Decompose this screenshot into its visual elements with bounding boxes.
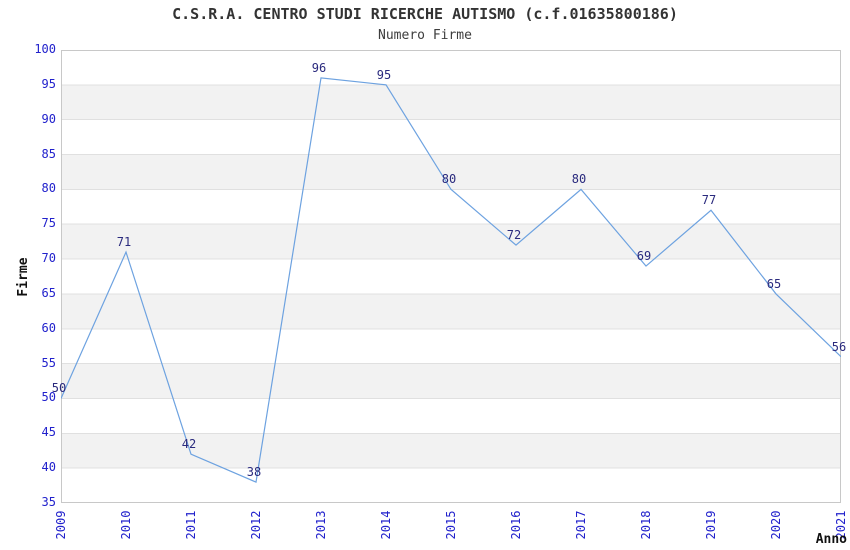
data-label: 65 (766, 276, 782, 291)
data-label: 50 (51, 381, 67, 396)
plot-band (61, 224, 841, 260)
data-label: 38 (246, 465, 262, 480)
plot-band (61, 398, 841, 434)
x-tick-label: 2013 (314, 510, 328, 540)
data-label: 80 (441, 172, 457, 187)
y-tick-label: 100 (34, 42, 56, 56)
y-tick-label: 60 (41, 320, 56, 335)
data-label: 72 (506, 228, 522, 243)
plot-band (61, 119, 841, 155)
series-line (61, 77, 841, 483)
y-tick-label: 80 (41, 181, 56, 196)
data-label: 80 (571, 172, 587, 187)
y-tick-label: 40 (41, 460, 56, 475)
y-tick-label: 65 (41, 285, 56, 300)
data-label: 77 (701, 193, 717, 208)
plot-band (61, 363, 841, 399)
y-tick-label: 35 (41, 495, 56, 509)
y-tick-label: 55 (41, 355, 56, 370)
plot-band (61, 154, 841, 190)
y-tick-label: 75 (41, 216, 56, 231)
plot-band (61, 189, 841, 225)
data-label: 95 (376, 67, 392, 82)
y-tick-label: 90 (41, 111, 56, 126)
x-tick-label: 2018 (639, 510, 653, 540)
plot-band (61, 84, 841, 120)
x-tick-label: 2017 (574, 510, 588, 540)
chart-title: C.S.R.A. CENTRO STUDI RICERCHE AUTISMO (… (172, 5, 678, 23)
plot-band (61, 328, 841, 364)
data-label: 56 (831, 339, 847, 354)
data-label: 69 (636, 249, 652, 264)
plot-band (61, 433, 841, 469)
x-tick-label: 2012 (249, 510, 263, 540)
y-tick-label: 70 (41, 251, 56, 266)
y-tick-label: 95 (41, 76, 56, 91)
plot-band (61, 259, 841, 294)
data-label: 42 (181, 437, 197, 452)
y-tick-label: 50 (41, 390, 56, 405)
plot-border (61, 50, 841, 503)
plot-band (61, 468, 841, 503)
x-tick-label: 2011 (184, 510, 198, 540)
x-tick-label: 2010 (119, 510, 133, 540)
x-tick-label: 2014 (379, 510, 393, 540)
x-axis-label: Anno (815, 532, 847, 547)
plot-area (61, 50, 841, 503)
plot-band (61, 293, 841, 329)
x-tick-label: 2016 (509, 510, 523, 540)
y-tick-label: 85 (41, 146, 56, 161)
y-tick-label: 45 (41, 425, 56, 440)
x-tick-label: 2019 (704, 510, 718, 540)
chart-subtitle: Numero Firme (378, 28, 472, 43)
plot-band (61, 50, 841, 85)
x-tick-label: 2020 (769, 510, 783, 540)
data-label: 71 (116, 235, 132, 250)
data-label: 96 (311, 60, 327, 75)
x-tick-label: 2009 (54, 510, 68, 540)
x-tick-label: 2015 (444, 510, 458, 540)
